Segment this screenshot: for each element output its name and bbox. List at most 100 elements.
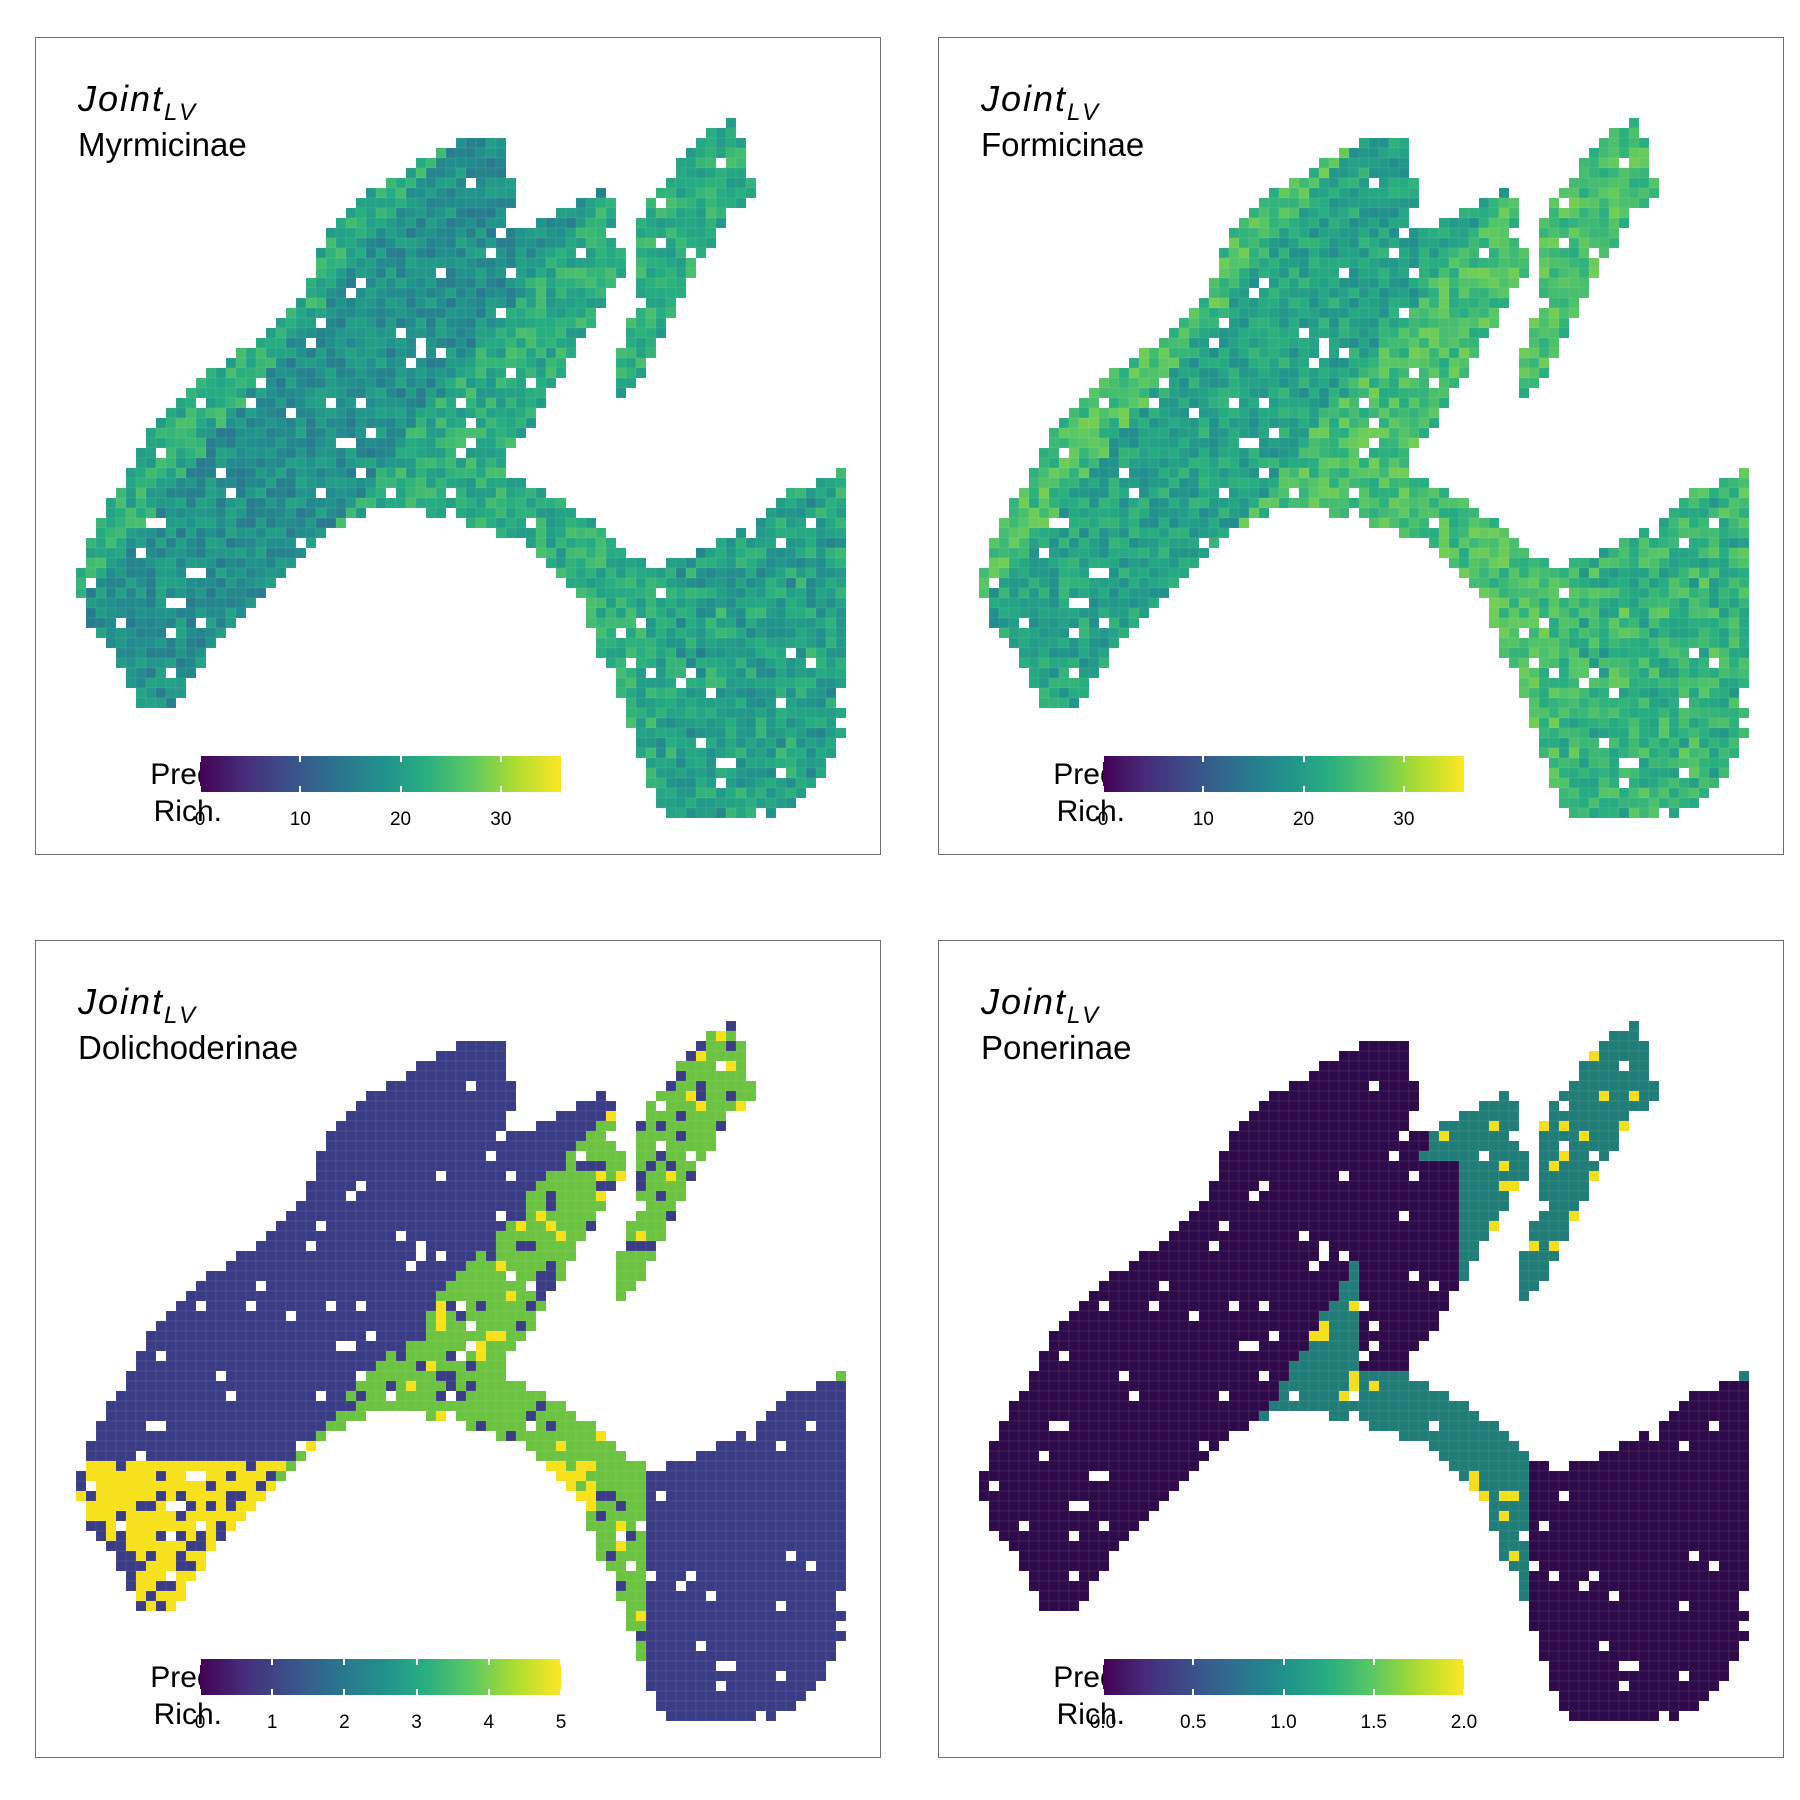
map-cell [605, 1160, 617, 1172]
map-cell [675, 737, 687, 749]
map-cell [455, 387, 467, 399]
map-cell [415, 1080, 427, 1092]
map-cell [815, 717, 827, 729]
map-cell [1298, 197, 1310, 209]
map-cell [395, 197, 407, 209]
map-cell [215, 457, 227, 469]
map-cell [125, 657, 137, 669]
map-cell [315, 357, 327, 369]
map-cell [465, 407, 477, 419]
map-cell [695, 637, 707, 649]
map-cell [1068, 697, 1080, 709]
map-cell [745, 787, 757, 799]
map-cell [495, 337, 507, 349]
map-cell [1508, 207, 1520, 219]
map-cell [475, 1130, 487, 1142]
map-cell [1098, 647, 1110, 659]
map-cell [335, 477, 347, 489]
map-cell [685, 1120, 697, 1132]
map-cell [295, 547, 307, 559]
map-cell [165, 417, 177, 429]
map-cell [265, 517, 277, 529]
map-cell [585, 1130, 597, 1142]
map-cell [335, 287, 347, 299]
map-cell [705, 567, 717, 579]
map-cell [325, 487, 337, 499]
map-cell [375, 487, 387, 499]
map-cell [435, 467, 447, 479]
map-cell [355, 427, 367, 439]
map-cell [395, 417, 407, 429]
map-cell [235, 407, 247, 419]
map-cell [1558, 267, 1570, 279]
map-cell [725, 797, 737, 809]
map-cell [1568, 267, 1580, 279]
map-cell [385, 1180, 397, 1192]
map-cell [145, 697, 157, 709]
map-cell [1348, 147, 1360, 159]
map-cell [1688, 607, 1700, 619]
map-cell [75, 587, 87, 599]
map-cell [95, 597, 107, 609]
map-cell [1278, 187, 1290, 199]
map-cell [1378, 277, 1390, 289]
map-cell [795, 687, 807, 699]
map-cell [365, 227, 377, 239]
map-cell [1598, 657, 1610, 669]
map-cell [1078, 577, 1090, 589]
map-cell [1268, 437, 1280, 449]
map-cell [515, 487, 527, 499]
map-cell [295, 407, 307, 419]
map-cell [805, 647, 817, 659]
map-cell [1728, 527, 1740, 539]
map-cell [485, 377, 497, 389]
map-cell [1358, 207, 1370, 219]
map-cell [1558, 627, 1570, 639]
map-cell [455, 507, 467, 519]
map-cell [1648, 717, 1660, 729]
map-cell [1558, 567, 1570, 579]
map-cell [1408, 337, 1420, 349]
map-cell [385, 217, 397, 229]
map-cell [685, 1110, 697, 1122]
map-cell [165, 657, 177, 669]
map-cell [695, 147, 707, 159]
map-cell [645, 697, 657, 709]
map-cell [325, 477, 337, 489]
map-cell [1688, 567, 1700, 579]
map-cell [715, 1040, 727, 1052]
map-cell [1388, 207, 1400, 219]
map-cell [715, 197, 727, 209]
map-cell [515, 407, 527, 419]
map-cell [1448, 367, 1460, 379]
map-cell [165, 487, 177, 499]
map-cell [1408, 407, 1420, 419]
map-cell [335, 277, 347, 289]
map-cell [1648, 597, 1660, 609]
map-cell [1248, 317, 1260, 329]
map-cell [675, 627, 687, 639]
map-cell [1298, 457, 1310, 469]
map-cell [1298, 297, 1310, 309]
map-cell [135, 617, 147, 629]
map-cell [475, 397, 487, 409]
map-cell [1018, 647, 1030, 659]
map-cell [1578, 647, 1590, 659]
map-cell [1388, 397, 1400, 409]
map-cell [1608, 187, 1620, 199]
map-cell [1058, 497, 1070, 509]
map-cell [485, 287, 497, 299]
map-cell [1408, 287, 1420, 299]
map-cell [325, 447, 337, 459]
map-cell [625, 637, 637, 649]
map-cell [665, 1100, 677, 1112]
map-cell [1188, 427, 1200, 439]
map-cell [1328, 227, 1340, 239]
map-cell [685, 217, 697, 229]
map-cell [1408, 417, 1420, 429]
map-cell [1618, 687, 1630, 699]
map-cell [215, 387, 227, 399]
map-cell [385, 357, 397, 369]
map-cell [395, 457, 407, 469]
richness-map [978, 117, 1750, 819]
